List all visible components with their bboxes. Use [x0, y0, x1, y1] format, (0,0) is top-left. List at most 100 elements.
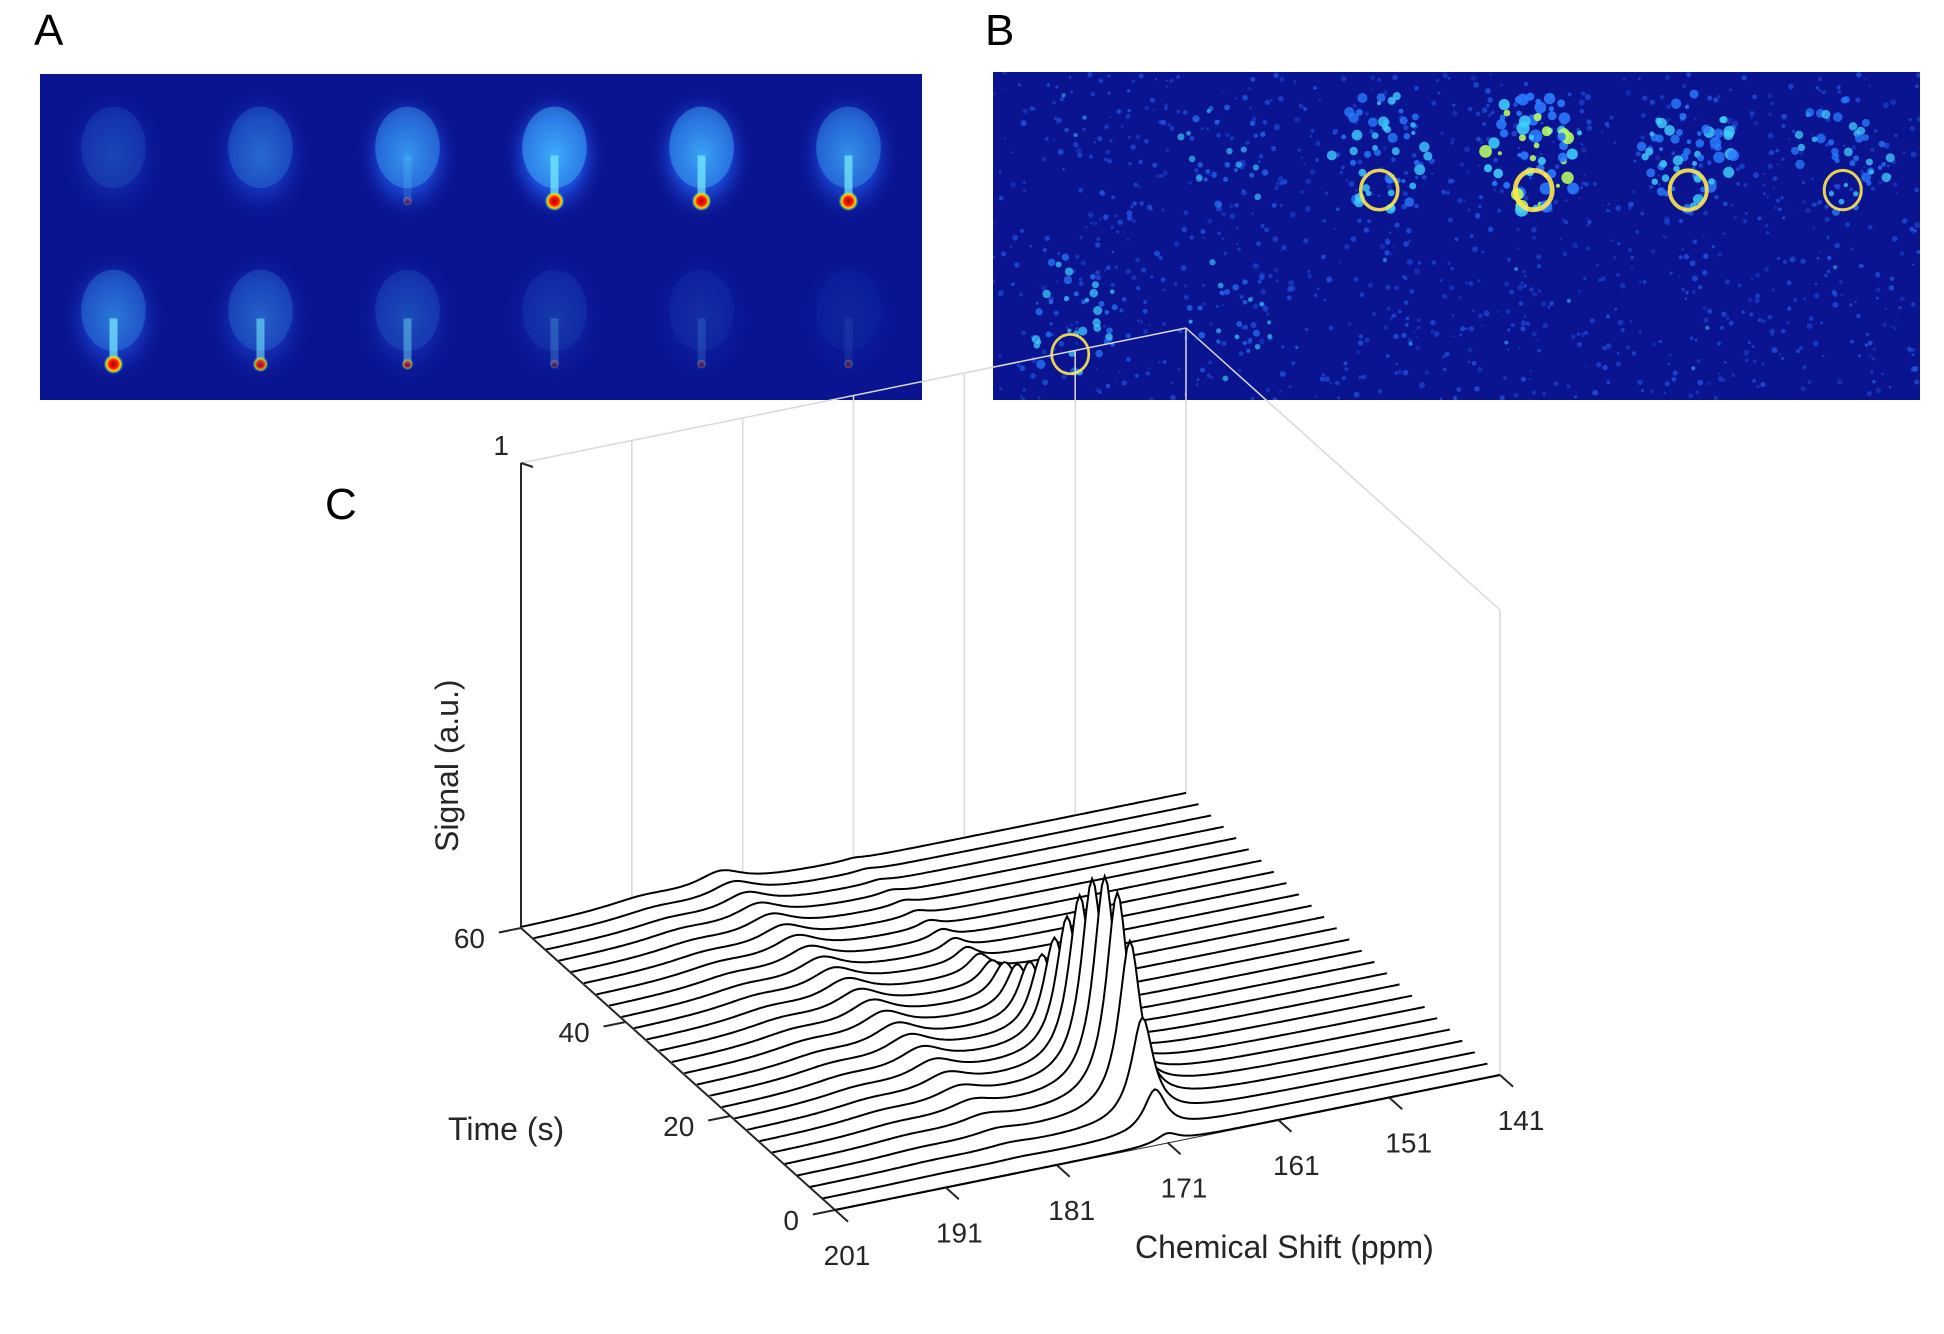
- y-axis-label: Time (s): [448, 1111, 564, 1147]
- y-tick: [707, 1115, 731, 1122]
- panel-label-a: A: [34, 6, 64, 55]
- y-tick: [498, 927, 522, 934]
- spectrum-trace: [608, 870, 1275, 1007]
- y-tick-label: 60: [454, 923, 485, 954]
- spectrum-occlusion: [709, 954, 1375, 1098]
- chart-series-lines: [520, 791, 1501, 1211]
- panel-b-svg: [993, 72, 1920, 400]
- spectrum-trace: [646, 904, 1312, 1041]
- x-axis-label: Chemical Shift (ppm): [1135, 1229, 1434, 1265]
- spectrum-trace: [558, 825, 1224, 962]
- spectrum-trace: [771, 872, 1438, 1154]
- spectrum-trace: [633, 893, 1300, 1030]
- x-tick: [1055, 1164, 1071, 1178]
- spectrum-trace: [545, 814, 1212, 951]
- x-tick: [945, 1186, 960, 1200]
- x-tick-label: 171: [1161, 1173, 1208, 1204]
- spectrum-occlusion: [835, 1075, 1500, 1210]
- x-tick-label: 191: [936, 1218, 983, 1249]
- spectrum-trace: [520, 791, 1187, 928]
- spectrum-occlusion: [734, 916, 1400, 1120]
- spectrum-occlusion: [684, 939, 1350, 1075]
- spectrum-occlusion: [521, 792, 1186, 928]
- z-tick-label: 1: [493, 430, 509, 461]
- mosaic-slice: [1300, 72, 1458, 236]
- x-tick: [1166, 1141, 1182, 1155]
- spectrum-occlusion: [797, 940, 1463, 1177]
- mosaic-slice: [481, 237, 628, 400]
- spectrum-trace: [533, 803, 1199, 940]
- spectrum-trace: [721, 935, 1388, 1109]
- spectrum-occlusion: [772, 876, 1438, 1154]
- x-tick: [834, 1209, 849, 1223]
- mosaic-slice: [1302, 236, 1458, 400]
- mosaic-slice: [1609, 235, 1766, 400]
- mosaic-slice: [1764, 72, 1920, 236]
- chart-tick-labels: 201 191 181 171 161 151 141 0 20 40 60 1: [454, 430, 1545, 1271]
- spectrum-occlusion: [759, 878, 1425, 1143]
- mosaic-slice: [628, 237, 775, 400]
- spectrum-occlusion: [721, 937, 1387, 1109]
- y-axis-line: [520, 927, 836, 1211]
- spectrum-trace: [759, 875, 1425, 1143]
- spectrum-occlusion: [583, 849, 1249, 985]
- panel-label-b: B: [985, 6, 1015, 55]
- y-tick: [812, 1209, 836, 1216]
- mosaic-slice: [1146, 72, 1304, 236]
- y-tick-label: 0: [783, 1205, 799, 1236]
- mosaic-slice: [775, 74, 922, 237]
- mosaic-slice: [628, 74, 775, 237]
- x-tick: [1499, 1074, 1514, 1088]
- spectrum-trace: [709, 952, 1375, 1097]
- mosaic-slice: [40, 74, 187, 237]
- chart-grid: [520, 327, 1501, 1075]
- mosaic-slice: [1764, 235, 1920, 400]
- mosaic-slice: [1145, 235, 1302, 400]
- mosaic-slice: [334, 237, 481, 400]
- spectrum-occlusion: [784, 892, 1450, 1165]
- y-tick: [603, 1021, 626, 1028]
- spectrum-occlusion: [621, 883, 1287, 1019]
- spectrum-trace: [596, 859, 1262, 996]
- mosaic-slice: [1456, 72, 1611, 236]
- spectrum-trace: [570, 837, 1237, 973]
- mosaic-slice: [187, 237, 334, 400]
- spectrum-occlusion: [747, 895, 1413, 1132]
- panel-a-svg: [40, 74, 922, 400]
- spectrum-occlusion: [596, 860, 1262, 996]
- spectrum-occlusion: [646, 905, 1312, 1041]
- spectrum-trace: [621, 882, 1287, 1018]
- spectrum-occlusion: [558, 826, 1224, 962]
- chart-axes: [520, 463, 1501, 1211]
- mosaic-slice: [481, 74, 628, 237]
- mosaic-slice: [1454, 234, 1612, 400]
- spectrum-occlusion: [571, 838, 1237, 974]
- spectrum-trace: [784, 889, 1451, 1165]
- x-tick-label: 141: [1498, 1105, 1545, 1136]
- spectrum-trace: [734, 914, 1400, 1120]
- spectrum-trace: [809, 1015, 1476, 1188]
- spectrum-trace: [834, 1074, 1501, 1211]
- spectrum-trace: [658, 915, 1325, 1052]
- spectrum-occlusion: [546, 815, 1212, 951]
- mosaic-slice: [993, 234, 1149, 400]
- x-axis-line: [834, 1074, 1501, 1211]
- spectrum-occlusion: [659, 916, 1325, 1053]
- spectrum-occlusion: [634, 894, 1300, 1030]
- panel-a-image-mosaic: [40, 74, 922, 400]
- y-tick-label: 20: [663, 1111, 694, 1142]
- spectrum-occlusion: [671, 928, 1337, 1064]
- z-tick: [520, 462, 534, 468]
- spectrum-trace: [696, 949, 1363, 1086]
- spectrum-trace: [822, 1062, 1488, 1200]
- spectrum-occlusion: [696, 950, 1362, 1086]
- x-tick-label: 181: [1048, 1195, 1095, 1226]
- z-axis-label: Signal (a.u.): [429, 679, 465, 852]
- mosaic-slice: [993, 72, 1150, 236]
- x-tick: [1277, 1119, 1293, 1133]
- spectrum-occlusion: [809, 1017, 1475, 1188]
- x-tick: [1388, 1096, 1403, 1110]
- x-tick-label: 151: [1385, 1128, 1432, 1159]
- mosaic-slice: [334, 74, 481, 237]
- spectrum-occlusion: [822, 1063, 1488, 1199]
